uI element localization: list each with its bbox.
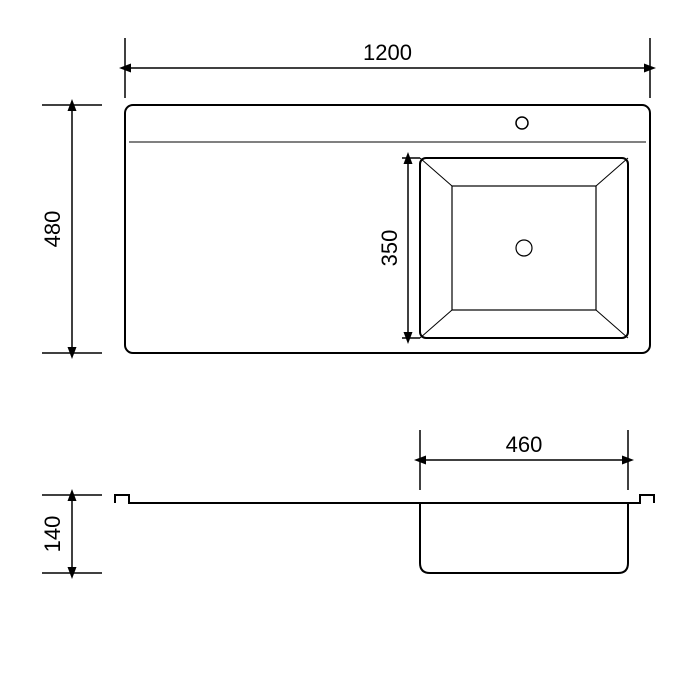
dim-label: 1200	[363, 40, 412, 65]
technical-drawing: 1200 480 350 460 140	[0, 0, 700, 700]
dim-label: 460	[506, 432, 543, 457]
dim-label: 480	[40, 211, 65, 248]
dim-label: 140	[40, 516, 65, 553]
svg-text:350: 350	[377, 230, 402, 267]
